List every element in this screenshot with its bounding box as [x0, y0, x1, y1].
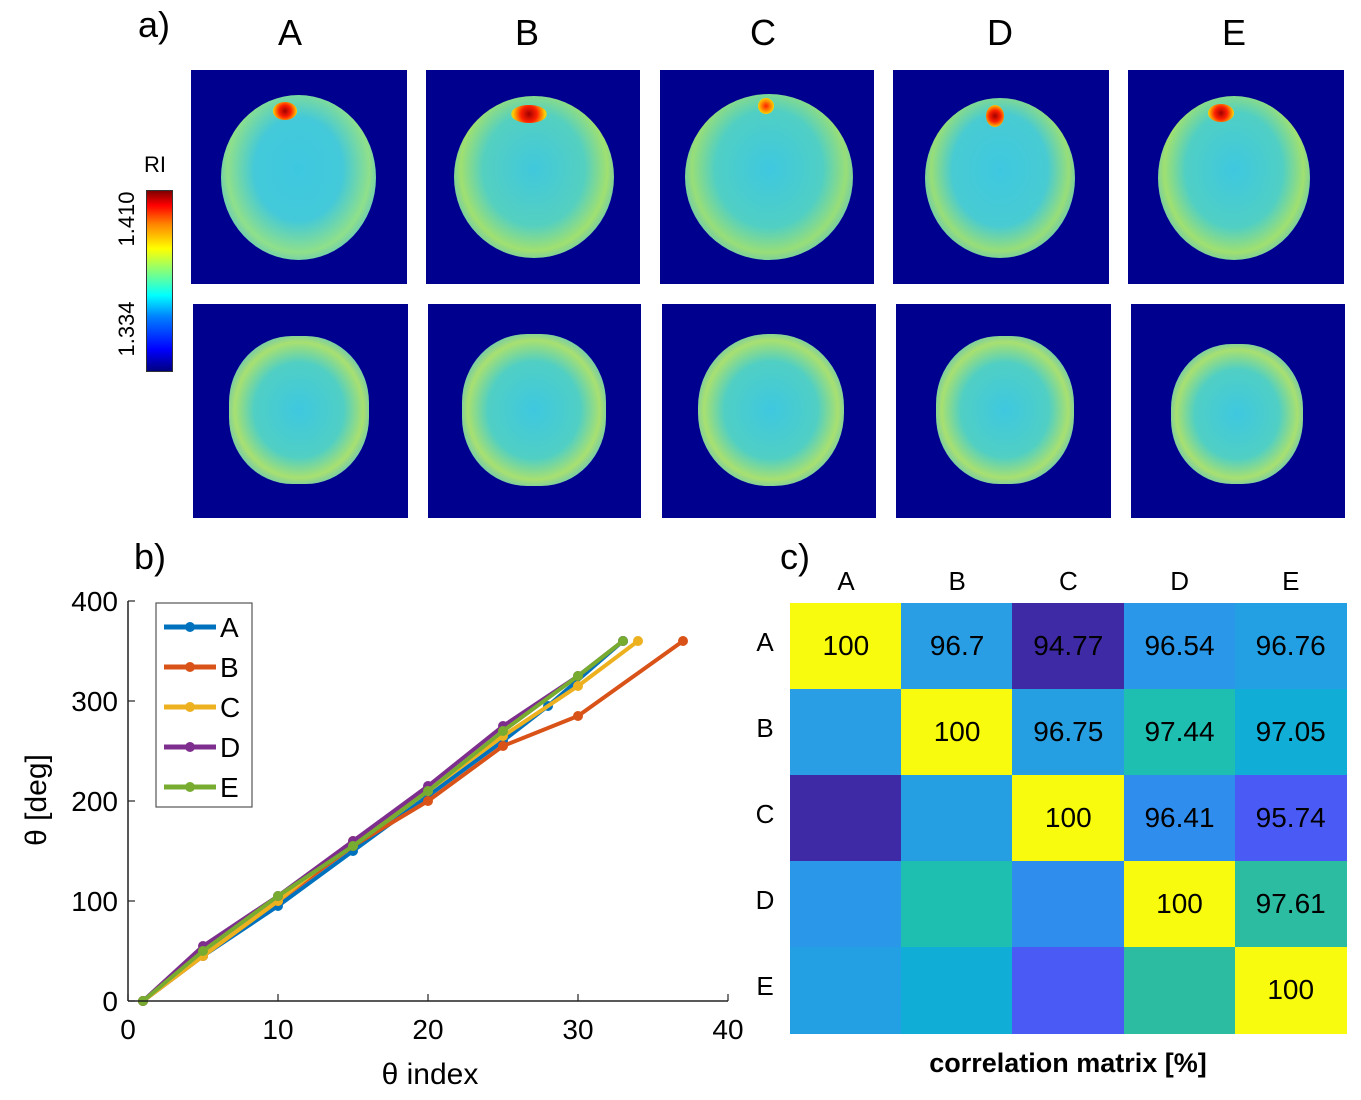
ri-image-bottom-a: [193, 304, 408, 518]
series-point-e: [423, 786, 433, 796]
matrix-cell: [901, 947, 1013, 1034]
matrix-cell: [790, 775, 902, 862]
series-point-b: [678, 636, 688, 646]
matrix-cell: [790, 861, 902, 948]
matrix-cell: 96.41: [1123, 775, 1236, 862]
series-point-e: [198, 946, 208, 956]
series-point-b: [573, 711, 583, 721]
y-tick-label: 100: [71, 886, 118, 917]
series-point-b: [498, 741, 508, 751]
column-header-a: A: [277, 12, 302, 53]
colorbar: [146, 190, 173, 372]
matrix-cell: [901, 861, 1013, 948]
matrix-cell: 96.7: [901, 603, 1013, 690]
legend-label-a: A: [220, 612, 239, 643]
matrix-column-label: B: [948, 566, 966, 596]
matrix-cell: [1123, 947, 1236, 1034]
series-point-c: [573, 681, 583, 691]
legend-label-e: E: [220, 772, 239, 803]
column-header-b: B: [514, 12, 539, 53]
matrix-cell: 97.05: [1234, 689, 1347, 776]
x-tick-label: 30: [562, 1014, 593, 1045]
panel-b-label: b): [134, 536, 167, 577]
ri-image-top-d: [893, 70, 1109, 284]
ri-image-bottom-c: [662, 304, 876, 518]
ri-image-top-b: [426, 70, 640, 284]
panel-a-label: a): [138, 4, 171, 45]
legend-marker-d: [185, 742, 195, 752]
column-header-d: D: [987, 12, 1013, 53]
series-point-b: [423, 796, 433, 806]
series-line-c: [141, 639, 640, 1003]
series-point-e: [348, 841, 358, 851]
y-tick-label: 400: [71, 586, 118, 617]
matrix-cell: 97.61: [1234, 861, 1347, 948]
legend-marker-a: [185, 622, 195, 632]
x-tick-label: 40: [712, 1014, 743, 1045]
y-axis-label: θ [deg]: [20, 754, 53, 846]
correlation-matrix-title: correlation matrix [%]: [929, 1048, 1207, 1078]
legend-marker-b: [185, 662, 195, 672]
x-tick-label: 10: [262, 1014, 293, 1045]
legend-label-d: D: [220, 732, 240, 763]
y-tick-label: 0: [102, 986, 118, 1017]
matrix-cell: [1012, 861, 1125, 948]
matrix-cell: 100: [790, 603, 902, 690]
x-tick-label: 0: [120, 1014, 136, 1045]
legend-marker-e: [185, 782, 195, 792]
matrix-cell: 97.44: [1123, 689, 1236, 776]
y-tick-label: 300: [71, 686, 118, 717]
series-point-e: [273, 891, 283, 901]
series-point-e: [573, 671, 583, 681]
matrix-cell: 96.75: [1012, 689, 1125, 776]
legend-marker-c: [185, 702, 195, 712]
ri-image-bottom-d: [896, 304, 1111, 518]
matrix-cell: 100: [1123, 861, 1236, 948]
matrix-cell: [901, 775, 1013, 862]
series-point-e: [618, 636, 628, 646]
matrix-cell: 100: [1012, 775, 1125, 862]
series-point-c: [633, 636, 643, 646]
matrix-cell: [790, 689, 902, 776]
y-tick-label: 200: [71, 786, 118, 817]
matrix-cell: 100: [1234, 947, 1347, 1034]
matrix-column-label: D: [1170, 566, 1189, 596]
matrix-column-label: E: [1282, 566, 1300, 596]
matrix-cell: 100: [901, 689, 1013, 776]
matrix-cell: [790, 947, 902, 1034]
panel-c-label: c): [780, 536, 810, 577]
series-point-e: [498, 726, 508, 736]
column-header-e: E: [1221, 12, 1246, 53]
x-axis-label: θ index: [382, 1058, 479, 1091]
matrix-cell: [1012, 947, 1125, 1034]
matrix-cell: 94.77: [1012, 603, 1125, 690]
ri-image-top-e: [1128, 70, 1344, 284]
colorbar-title: RI: [144, 152, 166, 177]
matrix-column-label: C: [1059, 566, 1078, 596]
colorbar-max-label: 1.410: [114, 191, 139, 247]
legend-label-c: C: [220, 692, 240, 723]
x-tick-label: 20: [412, 1014, 443, 1045]
ri-image-top-a: [191, 70, 407, 284]
matrix-cell: 96.76: [1234, 603, 1347, 690]
ri-image-bottom-b: [428, 304, 641, 518]
legend-label-b: B: [220, 652, 239, 683]
series-line-e: [141, 639, 625, 1003]
ri-image-bottom-e: [1131, 304, 1345, 518]
ri-image-top-c: [660, 70, 874, 284]
column-header-c: C: [750, 12, 776, 53]
colorbar-min-label: 1.334: [114, 301, 139, 357]
matrix-cell: 95.74: [1234, 775, 1347, 862]
matrix-cell: 96.54: [1123, 603, 1236, 690]
